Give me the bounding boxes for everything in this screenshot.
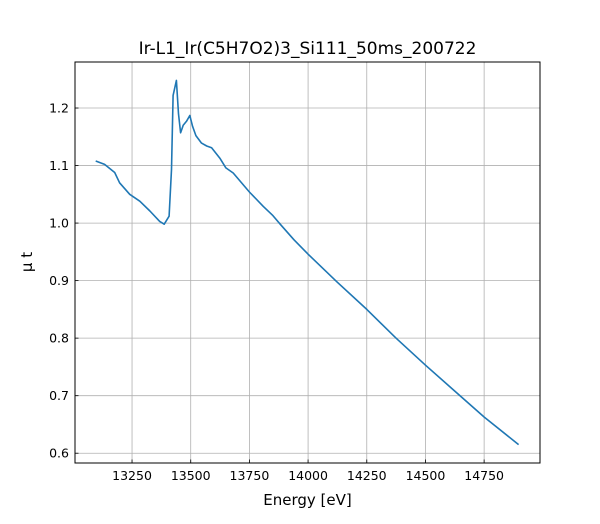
y-tick-label: 1.1 — [49, 158, 69, 173]
x-axis-label: Energy [eV] — [263, 491, 351, 509]
chart-title: Ir-L1_Ir(C5H7O2)3_Si111_50ms_200722 — [139, 39, 477, 59]
grid — [75, 62, 540, 463]
x-tick-label: 14750 — [464, 468, 504, 483]
y-tick-label: 0.8 — [49, 331, 69, 346]
plot-frame — [74, 61, 541, 464]
y-tick-label: 1.2 — [49, 101, 69, 116]
y-tick-label: 1.0 — [49, 216, 69, 231]
x-tick-label: 13500 — [171, 468, 211, 483]
y-tick-label: 0.6 — [49, 446, 69, 461]
y-tick-label: 0.7 — [49, 388, 69, 403]
x-tick-label: 13250 — [112, 468, 152, 483]
x-tick-label: 14500 — [406, 468, 446, 483]
ticks: 13250 13500 13750 14000 14250 14500 14750 0.6 0.… — [49, 101, 504, 483]
x-tick-label: 14250 — [347, 468, 387, 483]
y-tick-label: 0.9 — [49, 273, 69, 288]
series-line-mu-t — [95, 79, 520, 446]
y-axis-label: μ t — [18, 252, 36, 272]
x-tick-label: 13750 — [230, 468, 270, 483]
x-tick-label: 14000 — [288, 468, 328, 483]
